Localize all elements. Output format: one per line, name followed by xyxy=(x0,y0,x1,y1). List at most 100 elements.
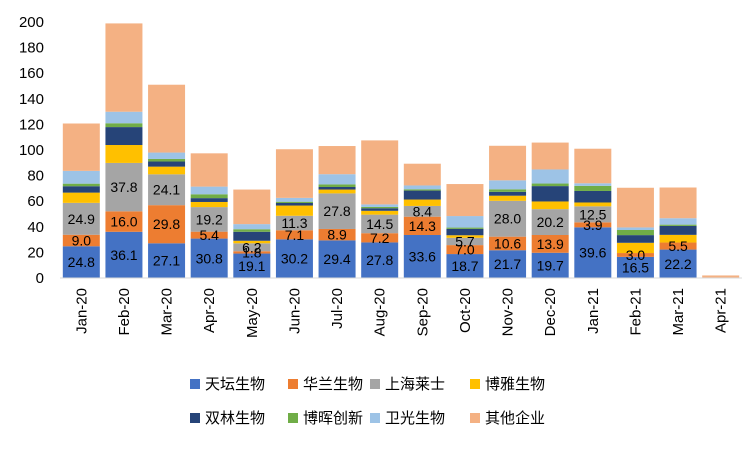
bar-segment xyxy=(574,148,612,184)
data-label: 24.9 xyxy=(68,211,95,227)
y-tick-label: 80 xyxy=(27,168,44,185)
plot-area xyxy=(62,23,740,278)
data-label: 14.3 xyxy=(409,218,436,234)
bar-segment xyxy=(446,245,484,255)
bar-segment xyxy=(190,153,228,187)
y-tick-label: 60 xyxy=(27,193,44,210)
data-label: 30.2 xyxy=(281,251,308,267)
bar-segment xyxy=(148,152,186,159)
bar-segment xyxy=(318,240,356,278)
legend-swatch xyxy=(470,413,480,423)
bar-segment xyxy=(489,195,527,201)
legend-label: 双林生物 xyxy=(205,409,265,427)
legend-swatch xyxy=(190,379,200,389)
bar-segment xyxy=(233,189,271,225)
legend-label: 博晖创新 xyxy=(303,409,363,427)
bar-segment xyxy=(574,185,612,191)
x-tick-label: Mar-21 xyxy=(670,288,687,336)
x-tick-label: Apr-20 xyxy=(201,288,218,333)
data-label: 6.2 xyxy=(242,239,262,255)
legend-label: 卫光生物 xyxy=(385,409,445,427)
bar-segment xyxy=(105,111,143,124)
bar-segment xyxy=(403,189,441,191)
bar-segment xyxy=(403,205,441,217)
bar-segment xyxy=(190,194,228,199)
bar-segment xyxy=(659,218,697,225)
x-tick-label: May-20 xyxy=(244,288,261,338)
data-label: 36.1 xyxy=(110,247,137,263)
data-label: 28.0 xyxy=(494,211,521,227)
data-label: 16.5 xyxy=(622,259,649,275)
bar-segment xyxy=(659,234,697,243)
bar-segment xyxy=(361,210,399,215)
bar-segment xyxy=(190,231,228,239)
x-tick-label: Oct-20 xyxy=(457,288,474,333)
bar-segment xyxy=(531,142,569,170)
bar-segment xyxy=(148,158,186,162)
y-tick-label: 0 xyxy=(36,270,44,287)
bar-segment xyxy=(318,146,356,175)
bar-segment xyxy=(275,215,313,231)
legend-swatch xyxy=(288,379,298,389)
data-label: 19.1 xyxy=(238,258,265,274)
bar-segment xyxy=(105,231,143,278)
legend-label: 博雅生物 xyxy=(485,375,545,393)
bar-segment xyxy=(105,23,143,112)
bar-segment xyxy=(574,222,612,228)
bar-segment xyxy=(446,184,484,217)
data-label: 10.6 xyxy=(494,235,521,251)
y-tick-label: 180 xyxy=(19,40,44,57)
x-tick-label: Sep-20 xyxy=(414,288,431,336)
bar-segment xyxy=(318,193,356,229)
data-label: 12.5 xyxy=(579,206,606,222)
bar-segment xyxy=(403,163,441,186)
bar-segment xyxy=(531,201,569,210)
bar-segment xyxy=(361,233,399,243)
bar-segment xyxy=(318,186,356,190)
x-tick-label: Jan-21 xyxy=(585,288,602,334)
bar-segment xyxy=(233,251,271,254)
bar-segment xyxy=(190,207,228,232)
bar-segment xyxy=(190,186,228,195)
bar-segment xyxy=(446,254,484,278)
bar-segment xyxy=(318,189,356,194)
bar-segment xyxy=(233,243,271,252)
bar-segment xyxy=(148,243,186,278)
legend-swatch xyxy=(370,379,380,389)
bar-segment xyxy=(531,169,569,184)
data-label: 11.3 xyxy=(281,215,307,231)
data-label: 1.8 xyxy=(242,244,262,260)
data-label: 7.2 xyxy=(370,230,390,246)
bar-segment xyxy=(702,275,740,278)
bar-segment xyxy=(361,206,399,209)
bar-segment xyxy=(574,183,612,186)
data-label: 9.0 xyxy=(72,233,92,249)
bar-segment xyxy=(403,199,441,206)
bar-segment xyxy=(62,202,100,235)
bar-segment xyxy=(105,123,143,128)
bar-segment xyxy=(233,229,271,232)
y-tick-label: 20 xyxy=(27,244,44,261)
data-label: 18.7 xyxy=(451,258,478,274)
data-label: 19.2 xyxy=(196,211,223,227)
bar-segment xyxy=(659,242,697,250)
bar-segment xyxy=(233,240,271,244)
data-label: 13.9 xyxy=(537,236,564,252)
legend-label: 华兰生物 xyxy=(303,375,363,393)
bar-segment xyxy=(659,225,697,235)
bar-segment xyxy=(361,208,399,211)
data-label: 16.0 xyxy=(110,214,137,230)
bar-segment xyxy=(446,237,484,246)
bar-segment xyxy=(616,253,654,257)
data-label: 29.8 xyxy=(153,216,180,232)
data-labels: 24.8 9.0 24.9 36.1 16.0 37.8 27.1 29.8 24.1 30.8 5… xyxy=(68,179,692,275)
bar-segment xyxy=(62,183,100,187)
data-label: 22.2 xyxy=(664,256,691,272)
bar-segment xyxy=(489,191,527,196)
legend-swatch xyxy=(288,413,298,423)
bar-segment xyxy=(318,184,356,187)
data-label: 27.1 xyxy=(153,253,180,269)
y-tick-label: 160 xyxy=(19,65,44,82)
